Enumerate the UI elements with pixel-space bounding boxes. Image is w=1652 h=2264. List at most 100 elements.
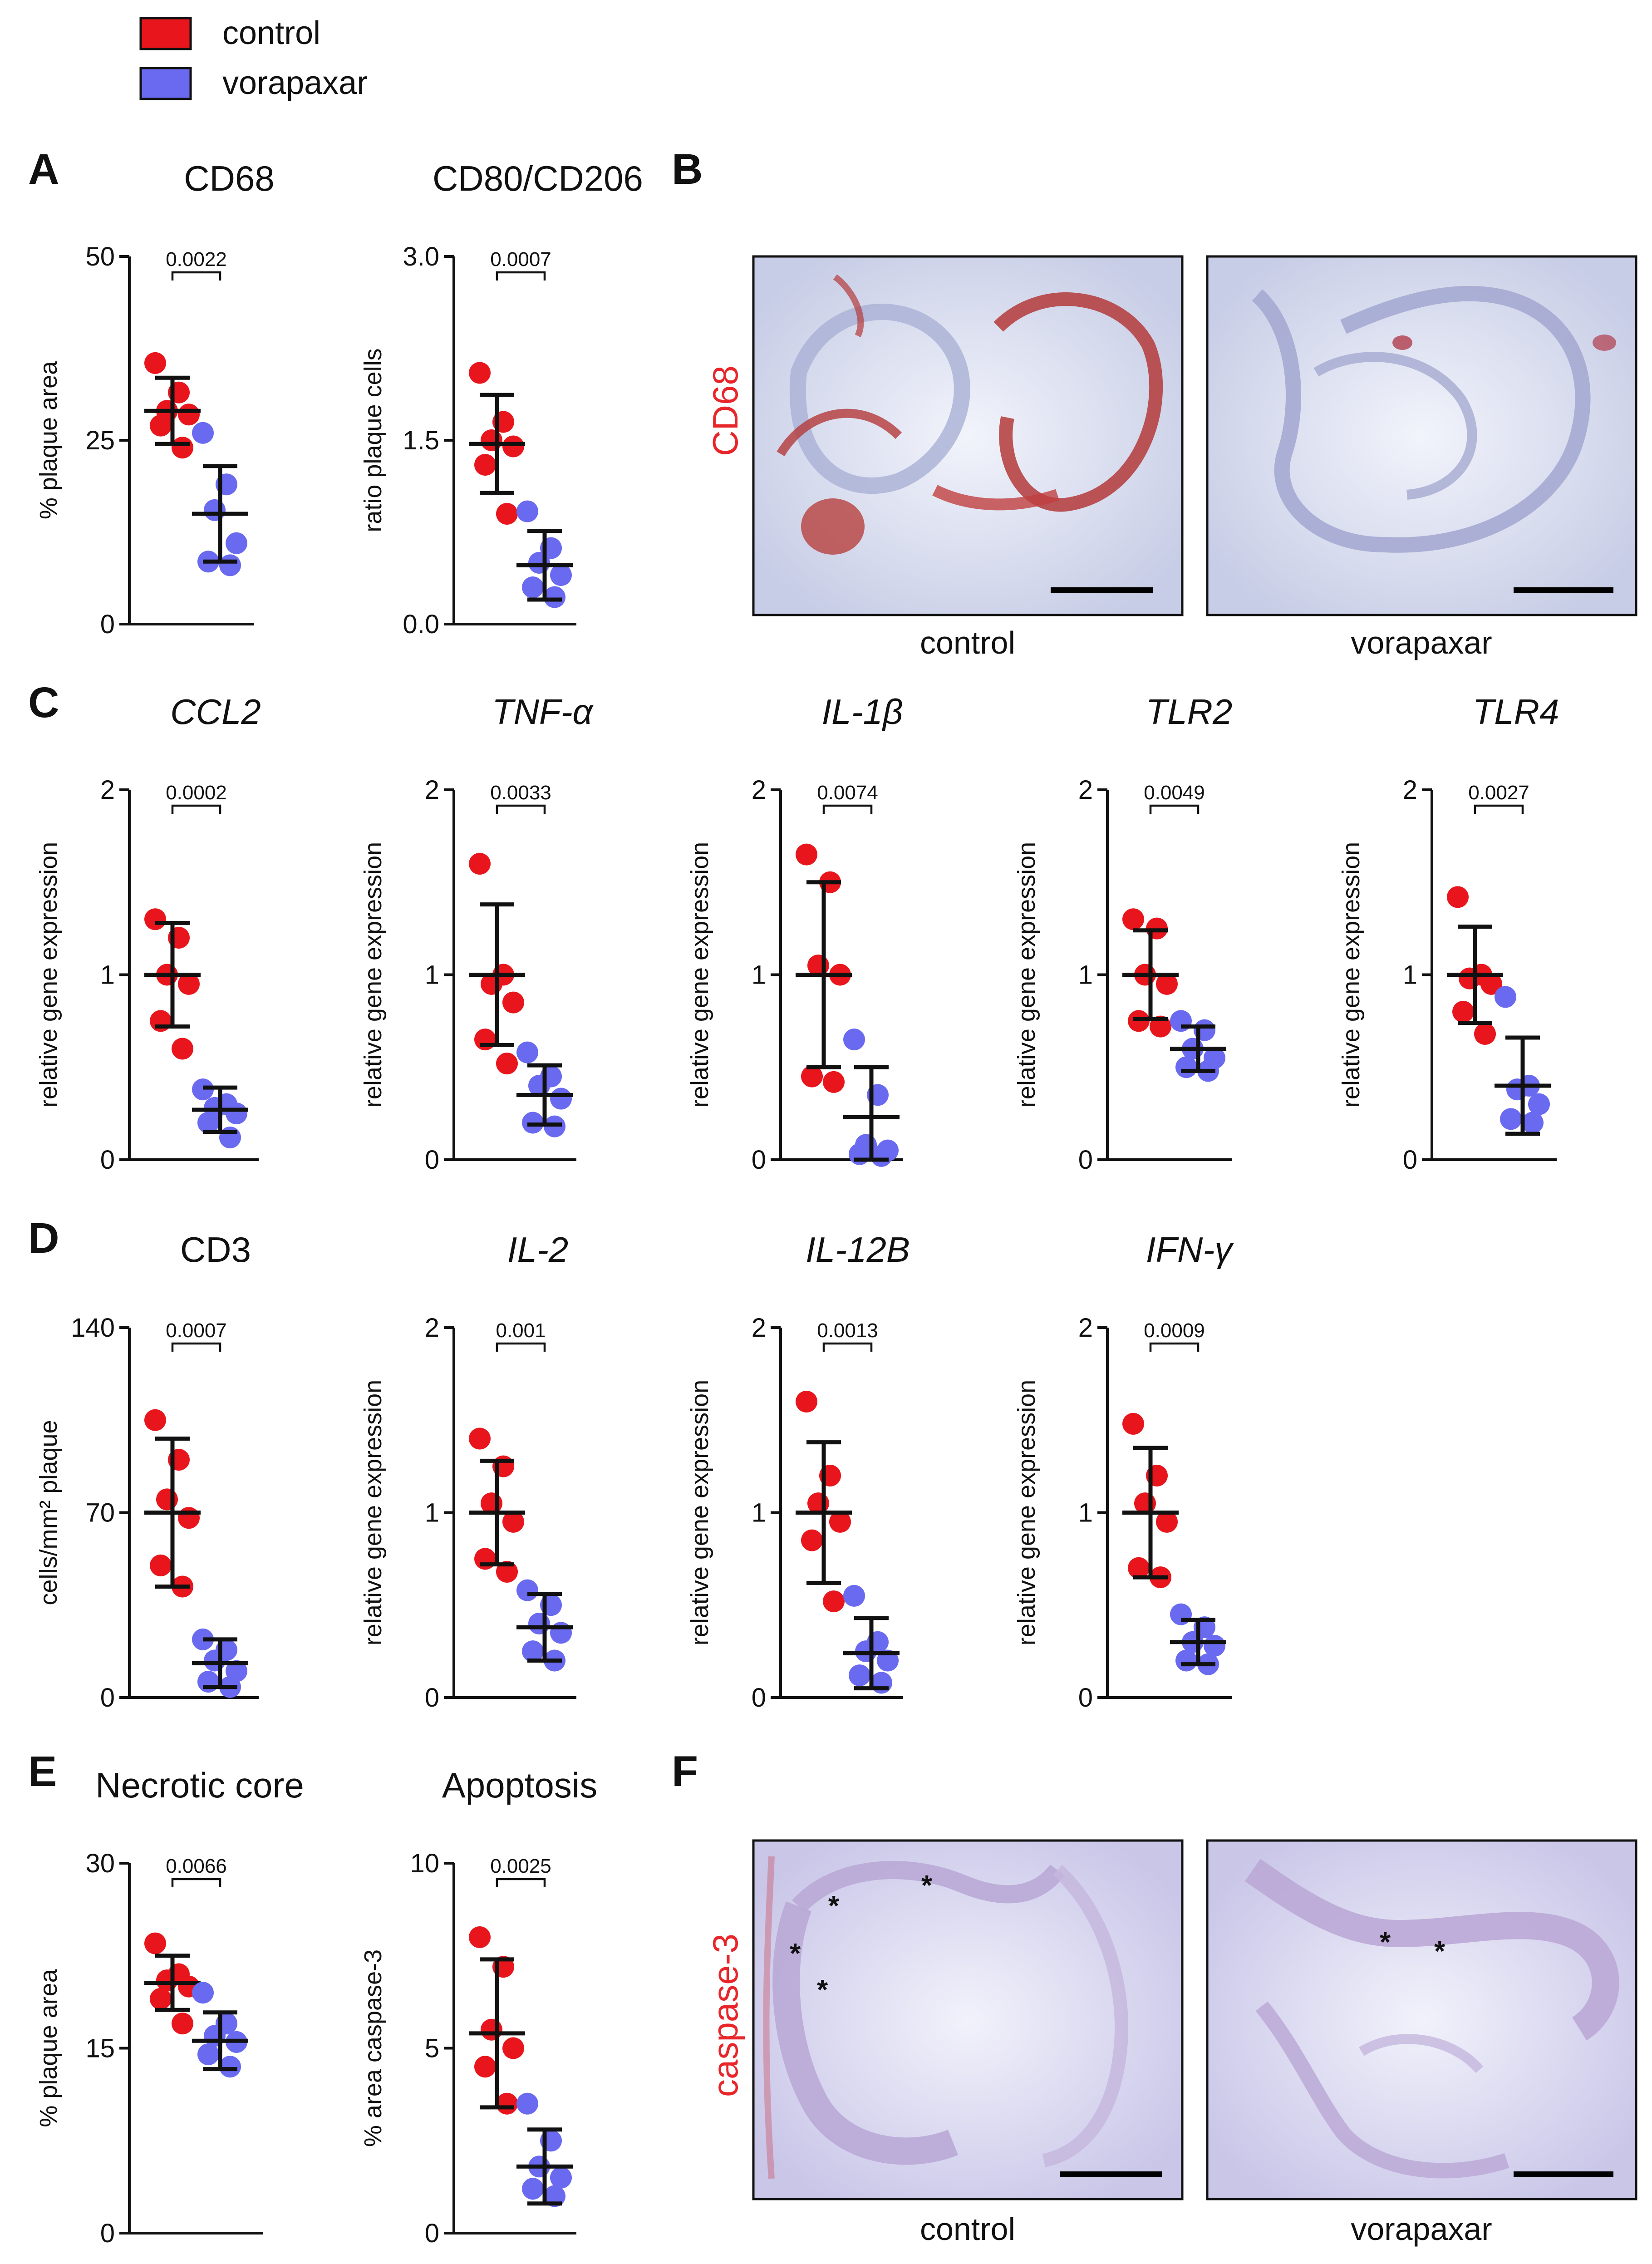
significance-bracket [1149,1342,1200,1352]
chart-il1b: IL-1β 0 1 2 relative gene expression 0.0074 [686,692,903,1175]
data-point [550,2166,572,2189]
data-point [1170,1603,1192,1625]
data-point [496,2092,518,2115]
data-point [496,1053,518,1075]
data-point [144,908,166,930]
panel-letter-e: E [28,1747,57,1796]
y-tick-label: 0 [100,610,115,639]
panel-b-images: CD68 control vorapaxar [705,255,1637,660]
significance-bracket [496,1342,546,1352]
legend-swatch-control [139,17,192,50]
data-point [1500,1108,1522,1130]
y-tick-label: 0 [100,1145,115,1175]
p-value: 0.0027 [1468,782,1529,804]
asterisk-6: * [1434,1936,1446,1967]
y-tick-label: 0 [1403,1145,1417,1175]
charts: CD68 0 25 50 % plaque area 0.0022 CD80/CD206 0.… [35,158,1559,2248]
data-point [474,2056,496,2078]
y-tick-label: 2 [1403,775,1417,805]
data-point [204,2025,226,2047]
y-tick-label: 2 [752,775,766,805]
group-control [469,1427,525,1583]
y-axis-label: relative gene expression [359,842,387,1107]
data-point [481,429,502,451]
data-point [1447,886,1469,908]
y-tick-label: 2 [425,1313,439,1343]
data-point [172,437,193,459]
p-value: 0.0007 [490,248,551,271]
data-point [849,1664,870,1687]
chart-title: CD3 [180,1230,251,1270]
chart-tlr2: TLR2 0 1 2 relative gene expression 0.0049 [1013,692,1232,1175]
data-point [469,1926,491,1948]
data-point [1156,973,1178,995]
data-point [197,1112,219,1134]
group-control [469,362,525,525]
data-point [843,1029,865,1051]
group-vorapaxar [192,1628,248,1698]
data-point [469,362,491,384]
data-point [1459,967,1480,989]
significance-bracket [171,804,221,814]
chart-title: IFN-γ [1146,1230,1234,1270]
data-point [150,414,172,437]
group-control [144,908,201,1060]
y-tick-label: 1 [752,960,766,990]
data-point [1122,1413,1144,1435]
data-point [550,1622,572,1644]
panel-letter-f: F [672,1747,698,1796]
chart-title: TLR2 [1146,692,1233,732]
group-control [144,352,201,459]
chart-necrotic: Necrotic core 0 15 30 % plaque area 0.0066 [35,1765,304,2248]
data-point [144,1409,166,1431]
y-tick-label: 15 [85,2034,115,2063]
data-point [1495,986,1516,1008]
panel-letter-b: B [672,145,703,193]
y-tick-label: 2 [752,1313,766,1343]
data-point [150,1010,172,1032]
y-tick-label: 1 [1078,1498,1093,1528]
data-point [516,500,538,522]
significance-bracket [496,271,546,281]
y-tick-label: 25 [85,426,115,455]
legend-swatch-vorapaxar [139,67,192,100]
chart-title: CD68 [184,158,274,198]
significance-bracket [1474,804,1524,814]
data-point [150,1988,172,2010]
y-tick-label: 50 [85,242,115,271]
y-tick-label: 0 [425,1145,439,1175]
p-value: 0.0009 [1144,1319,1205,1342]
y-tick-label: 2 [1078,775,1093,805]
data-point [1474,1023,1496,1045]
data-point [144,1932,166,1954]
chart-tlr4: TLR4 0 1 2 relative gene expression 0.0027 [1337,692,1559,1175]
y-axis-label: % plaque area [35,361,62,519]
data-point [1452,1001,1474,1023]
data-point [823,1071,845,1093]
data-point [1128,1557,1150,1579]
significance-bracket [1149,804,1200,814]
data-point [544,586,565,608]
data-point [1522,1112,1544,1134]
y-tick-label: 0 [752,1145,766,1175]
data-point [144,352,166,374]
chart-title: CD80/CD206 [433,158,643,198]
asterisk-4: * [817,1974,828,2006]
group-vorapaxar [843,1029,900,1167]
data-point [796,1391,817,1413]
caption-b-control: control [920,625,1015,660]
y-tick-label: 0 [752,1683,766,1713]
significance-bracket [171,271,221,281]
panel-f-images: caspase-3 * * * * * * control vorapaxar [705,1839,1637,2247]
y-tick-label: 1 [425,1498,439,1528]
chart-title: TNF-α [492,692,594,732]
data-point [1204,1634,1225,1657]
data-point [502,991,524,1014]
data-point [1480,973,1502,995]
data-point [172,2013,193,2035]
y-axis-label: % area caspase-3 [359,1949,387,2147]
data-point [1528,1093,1550,1115]
data-point [156,1969,178,1992]
p-value: 0.0022 [166,248,227,271]
chart-cd3: CD3 0 70 140 cells/mm² plaque 0.0007 [35,1230,259,1713]
